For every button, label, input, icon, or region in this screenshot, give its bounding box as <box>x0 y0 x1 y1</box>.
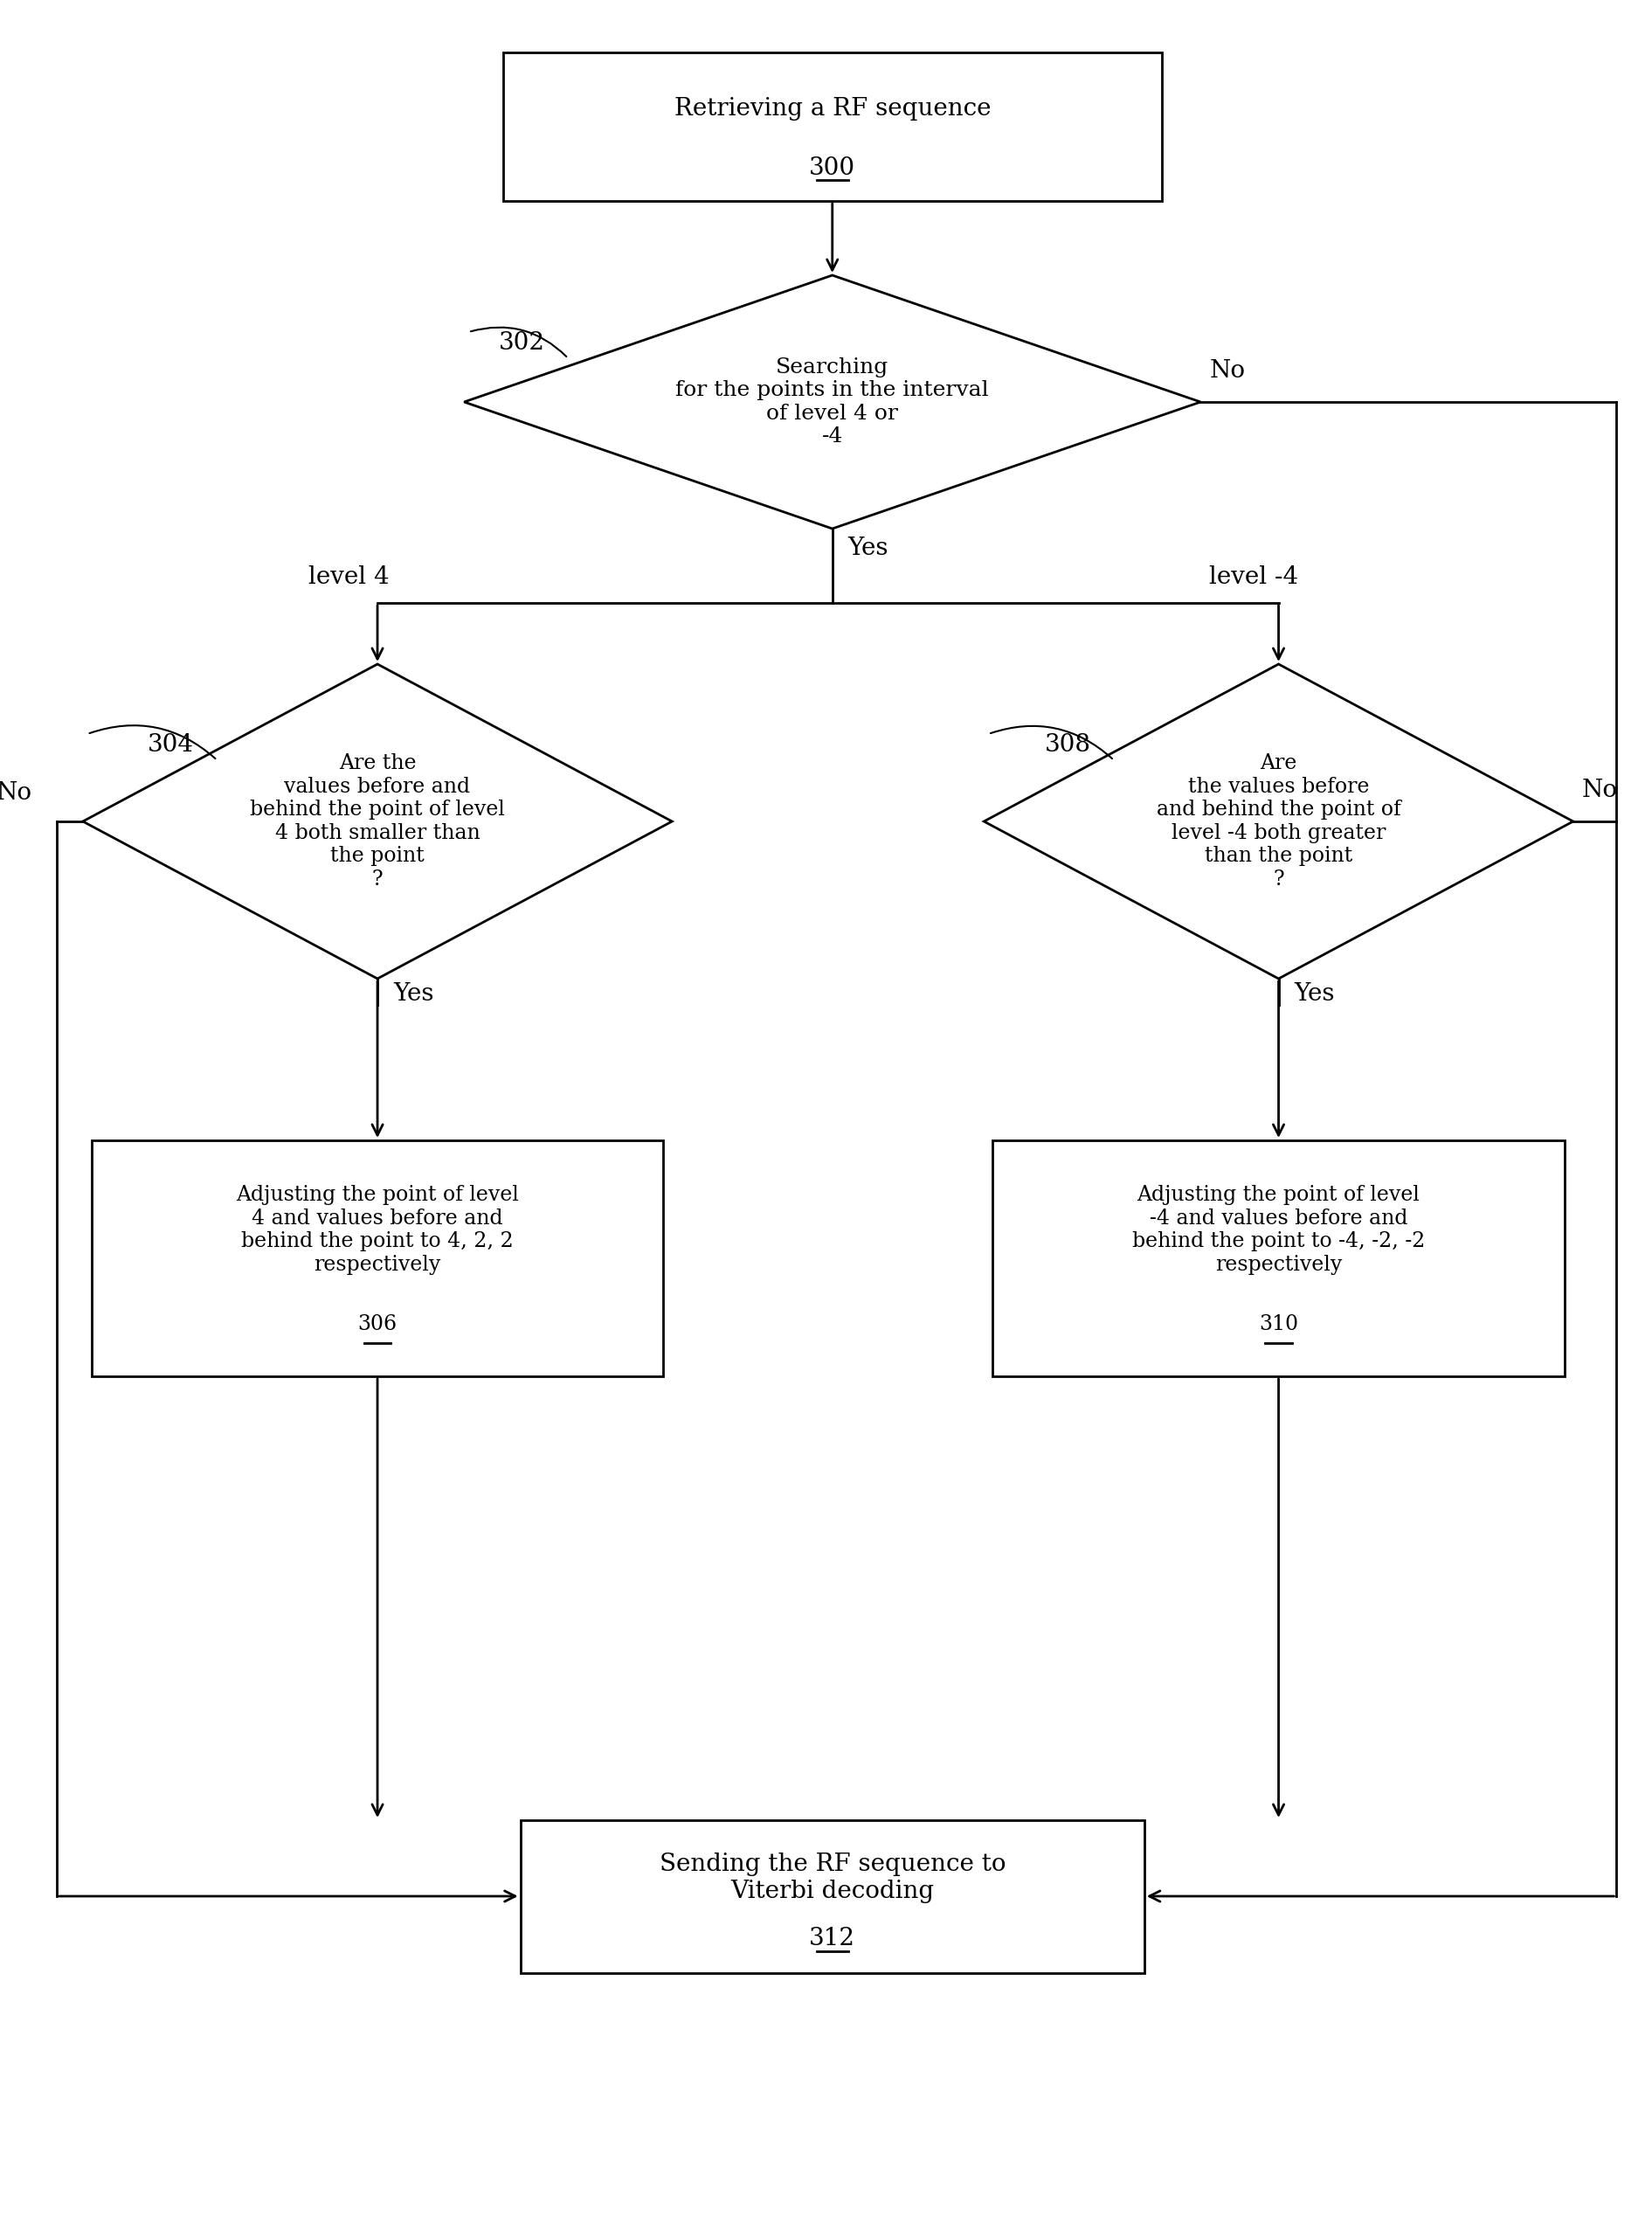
Text: Adjusting the point of level
-4 and values before and
behind the point to -4, -2: Adjusting the point of level -4 and valu… <box>1132 1186 1426 1275</box>
Text: No: No <box>0 781 31 805</box>
Text: 308: 308 <box>1044 734 1090 756</box>
Text: No: No <box>1583 778 1617 803</box>
Text: 312: 312 <box>809 1928 856 1951</box>
Text: Yes: Yes <box>1294 982 1335 1007</box>
Polygon shape <box>985 664 1573 980</box>
Text: 302: 302 <box>499 331 545 356</box>
Text: Are the
values before and
behind the point of level
4 both smaller than
the poin: Are the values before and behind the poi… <box>249 754 506 890</box>
Text: Sending the RF sequence to
Viterbi decoding: Sending the RF sequence to Viterbi decod… <box>659 1852 1006 1904</box>
Text: Retrieving a RF sequence: Retrieving a RF sequence <box>674 96 991 121</box>
Text: level 4: level 4 <box>309 566 390 588</box>
Text: 300: 300 <box>809 157 856 181</box>
Bar <box>993 1141 1564 1376</box>
Text: Adjusting the point of level
4 and values before and
behind the point to 4, 2, 2: Adjusting the point of level 4 and value… <box>236 1186 519 1275</box>
Text: 306: 306 <box>358 1315 396 1335</box>
Text: Searching
for the points in the interval
of level 4 or
-4: Searching for the points in the interval… <box>676 358 990 447</box>
Text: Yes: Yes <box>847 537 889 559</box>
Bar <box>91 1141 664 1376</box>
Polygon shape <box>464 275 1201 528</box>
Text: Yes: Yes <box>393 982 434 1007</box>
Text: 310: 310 <box>1259 1315 1298 1335</box>
Text: Are
the values before
and behind the point of
level -4 both greater
than the poi: Are the values before and behind the poi… <box>1156 754 1401 890</box>
Bar <box>520 1819 1145 1973</box>
Polygon shape <box>83 664 672 980</box>
Text: No: No <box>1209 360 1246 383</box>
Text: 304: 304 <box>147 734 195 756</box>
Bar <box>504 51 1161 201</box>
Text: level -4: level -4 <box>1209 566 1298 588</box>
